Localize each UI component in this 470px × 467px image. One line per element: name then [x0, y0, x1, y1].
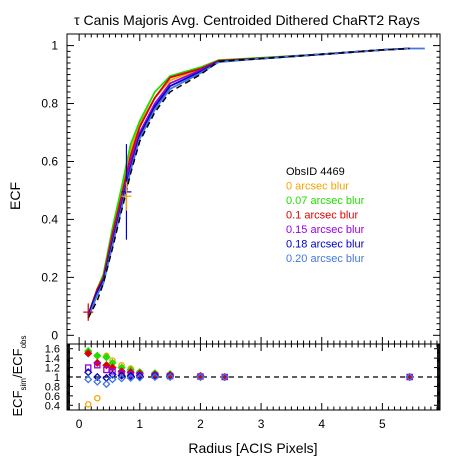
ratio-point-0 — [84, 401, 92, 408]
ratio-point-5 — [135, 373, 144, 382]
x-tick-labels: 0 1 2 3 4 5 — [76, 417, 386, 431]
ratio-y-tick-label: 0.8 — [45, 381, 60, 393]
main-y-tick-labels: 0 0.2 0.4 0.6 0.8 1 — [41, 39, 58, 343]
series-line-2 — [87, 47, 410, 316]
ratio-point-5 — [108, 375, 117, 384]
ratio-point-5 — [405, 372, 414, 382]
series-line-3 — [87, 47, 410, 316]
ratio-point-4 — [93, 372, 102, 382]
legend-entry-2: 0.1 arcsec blur — [286, 210, 358, 222]
ratio-point-5 — [102, 379, 111, 389]
ratio-y-tick-label: 1.4 — [45, 353, 60, 365]
ratio-ylabel-mid: /ECF — [10, 348, 25, 378]
ratio-y-tick-labels: 0.40.60.811.21.41.6 — [45, 344, 60, 413]
ratio-point-5 — [84, 375, 93, 384]
legend: ObsID 4469 0 arcsec blur 0.07 arcsec blur 0… — [286, 166, 365, 265]
x-tick-label: 0 — [76, 417, 83, 431]
ratio-point-5 — [117, 374, 126, 383]
x-tick-label: 2 — [197, 417, 204, 431]
ratio-y-tick-label: 1.2 — [45, 363, 60, 375]
ratio-ylabel-sub-num: sim — [19, 378, 28, 391]
main-y-tick-label: 0.6 — [41, 154, 58, 168]
series-line-0 — [87, 47, 410, 316]
main-y-tick-label: 0.8 — [41, 97, 58, 111]
ratio-ylabel-main: ECF — [10, 390, 25, 416]
main-y-axis-label: ECF — [7, 182, 23, 210]
observed-line — [87, 47, 410, 319]
svg-text:τ Canis Majoris Avg. Centroide: τ Canis Majoris Avg. Centroided Dithered… — [74, 12, 420, 28]
ratio-ylabel-sub-den: obs — [19, 336, 28, 349]
ratio-ticks — [67, 343, 440, 411]
chart-title-greek: τ — [74, 12, 80, 28]
ratio-y-tick-label: 1 — [54, 372, 60, 384]
series-line-5 — [87, 47, 425, 319]
legend-entry-1: 0.07 arcsec blur — [286, 195, 365, 207]
main-y-tick-label: 0.2 — [41, 270, 58, 284]
ratio-points — [84, 346, 414, 408]
main-series-lines — [87, 47, 425, 319]
ratio-point-3 — [84, 364, 92, 371]
ratio-point-3 — [103, 366, 110, 374]
legend-entry-5: 0.20 arcsec blur — [286, 253, 365, 265]
ratio-point-4 — [135, 371, 144, 381]
series-line-1 — [87, 47, 410, 316]
chart-title-text: Canis Majoris Avg. Centroided Dithered C… — [80, 12, 420, 28]
ratio-point-5 — [165, 372, 175, 382]
ratio-point-1 — [102, 353, 111, 362]
ratio-point-5 — [196, 372, 205, 382]
legend-header: ObsID 4469 — [286, 166, 345, 178]
ratio-point-1 — [93, 351, 102, 360]
ratio-point-4 — [108, 370, 117, 379]
main-panel: 0 0.2 0.4 0.6 0.8 1 ECF ObsID 4469 0 arcsec bl… — [7, 33, 441, 345]
legend-entry-4: 0.18 arcsec blur — [286, 239, 365, 251]
ratio-point-5 — [150, 372, 160, 382]
ratio-point-3 — [94, 361, 101, 369]
main-y-tick-label: 1 — [51, 39, 58, 53]
x-tick-label: 1 — [136, 417, 143, 431]
ratio-point-4 — [117, 371, 126, 380]
main-y-tick-label: 0 — [51, 328, 58, 342]
ratio-point-4 — [126, 371, 135, 381]
x-tick-label: 4 — [318, 417, 325, 431]
ratio-point-2 — [84, 349, 93, 358]
ratio-y-axis-label: ECFsim/ECFobs — [10, 336, 28, 417]
chart-title: τ Canis Majoris Avg. Centroided Dithered… — [74, 12, 420, 28]
ratio-point-5 — [220, 372, 229, 382]
legend-entry-0: 0 arcsec blur — [286, 181, 349, 193]
x-tick-label: 3 — [258, 417, 265, 431]
ratio-y-tick-label: 0.6 — [45, 391, 60, 403]
legend-entry-3: 0.15 arcsec blur — [286, 224, 365, 236]
x-axis-label: Radius [ACIS Pixels] — [188, 440, 317, 456]
ratio-point-5 — [126, 373, 135, 383]
main-errorbars — [83, 144, 132, 321]
ratio-point-3 — [109, 368, 116, 375]
main-ticks — [67, 34, 440, 344]
ratio-point-4 — [150, 371, 160, 381]
x-tick-label: 5 — [379, 417, 386, 431]
ratio-y-tick-label: 0.4 — [45, 400, 60, 412]
ratio-y-tick-label: 1.6 — [45, 344, 60, 356]
ratio-point-0 — [94, 394, 101, 402]
ratio-point-5 — [93, 377, 102, 386]
main-y-tick-label: 0.4 — [41, 212, 58, 226]
series-line-4 — [87, 47, 410, 316]
